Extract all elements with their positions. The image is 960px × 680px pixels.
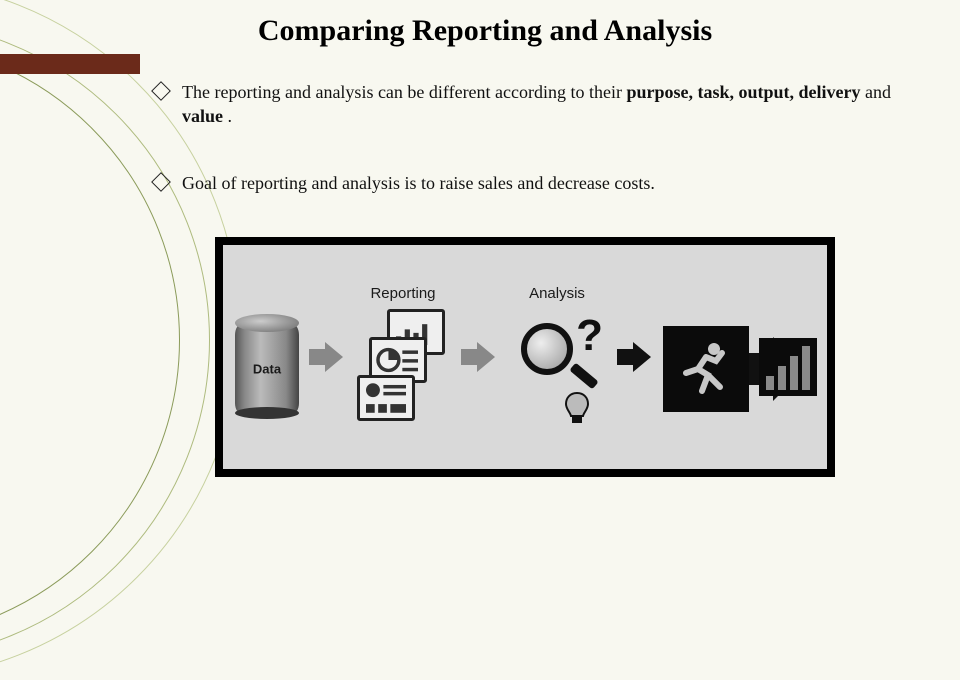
chart-bar [802,346,810,390]
bullet-text: The reporting and analysis can be differ… [182,82,627,102]
lightbulb-icon [563,391,591,427]
step-reporting: Reporting [355,285,451,429]
chart-bar [778,366,786,390]
bullet-text: Goal of reporting and analysis is to rai… [182,173,655,193]
bullet-bold: purpose, task, output, delivery [627,82,861,102]
magnifier-icon [521,323,573,375]
chart-bar [790,356,798,390]
bullet-text: and [861,82,892,102]
step-analysis: Analysis ? [507,285,607,429]
slide: Comparing Reporting and Analysis The rep… [0,0,960,540]
bullet-text: . [223,106,232,126]
bullet-item: The reporting and analysis can be differ… [150,80,900,129]
chart-bar [766,376,774,390]
bullet-bold: value [182,106,223,126]
question-icon: ? [576,311,603,361]
bullet-list: The reporting and analysis can be differ… [150,80,900,195]
arrow-icon [461,342,497,372]
action-icon [663,326,749,412]
step-value [755,302,845,412]
value-icon [755,326,845,412]
step-data: Data [235,299,299,415]
arrow-icon [617,342,653,372]
arrow-icon [309,342,345,372]
report-stack-icon [355,309,451,429]
step-label: Reporting [370,285,435,303]
report-card-icon [357,375,415,421]
database-label: Data [253,361,281,376]
flow-diagram: Data Reporting Analysis [215,237,835,477]
bullet-item: Goal of reporting and analysis is to rai… [150,171,900,195]
analysis-icon: ? [507,309,607,429]
step-label: Analysis [529,285,585,303]
database-icon: Data [235,323,299,415]
page-title: Comparing Reporting and Analysis [70,14,900,48]
bar-chart-icon [759,338,817,396]
step-action [663,302,749,412]
running-person-icon [676,339,736,399]
